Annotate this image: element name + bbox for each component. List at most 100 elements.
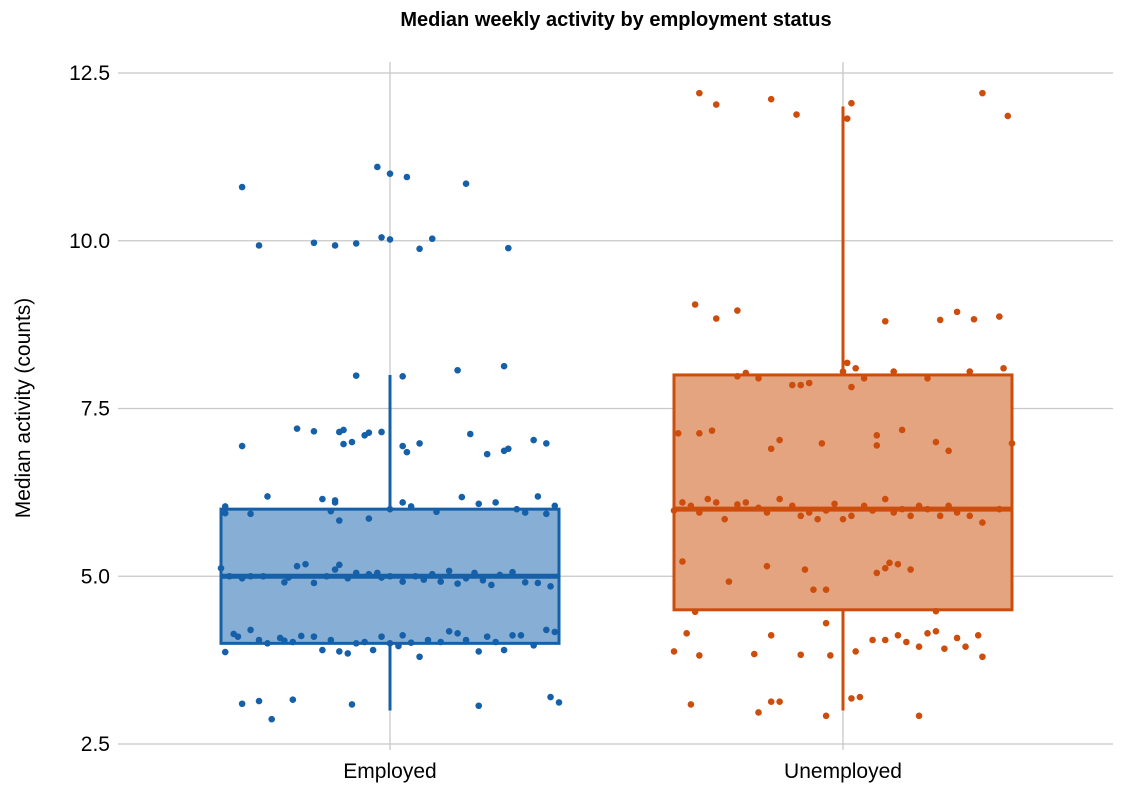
data-point	[521, 509, 529, 516]
data-point	[496, 571, 504, 579]
data-point	[500, 362, 508, 370]
data-point	[378, 234, 385, 241]
data-point	[352, 240, 360, 247]
data-point	[281, 578, 288, 586]
data-point	[395, 642, 402, 650]
data-point	[843, 359, 851, 367]
y-tick-label: 7.5	[81, 398, 110, 421]
data-point	[696, 652, 703, 659]
data-point	[873, 442, 881, 449]
data-point	[416, 653, 423, 661]
data-point	[734, 501, 741, 508]
data-point	[805, 509, 813, 516]
data-point	[551, 628, 559, 636]
data-point	[547, 693, 554, 701]
data-point	[445, 567, 453, 575]
data-point	[340, 440, 347, 448]
data-point	[331, 242, 339, 249]
data-point	[331, 566, 339, 573]
data-point	[475, 500, 483, 508]
data-point	[1000, 364, 1007, 372]
data-point	[268, 715, 276, 723]
data-point	[898, 505, 906, 513]
data-point	[852, 648, 859, 655]
data-point	[238, 442, 246, 450]
data-point	[776, 698, 783, 706]
data-point	[310, 239, 318, 247]
data-point	[979, 519, 986, 526]
data-point	[767, 95, 775, 103]
x-axis-ticks: Employed Unemployed	[343, 760, 902, 783]
data-point	[763, 509, 771, 516]
data-point	[932, 438, 940, 446]
data-point	[466, 430, 474, 438]
data-point	[416, 440, 423, 447]
data-point	[924, 375, 931, 382]
data-point	[894, 631, 902, 639]
data-point	[839, 368, 847, 375]
data-point	[374, 163, 381, 171]
data-point	[734, 307, 741, 314]
data-point	[336, 561, 343, 569]
data-point	[331, 499, 339, 506]
data-point	[755, 709, 762, 716]
data-point	[674, 430, 682, 437]
data-point	[386, 572, 394, 580]
data-point	[352, 372, 360, 379]
data-point	[517, 631, 525, 639]
data-point	[996, 313, 1003, 320]
data-point	[848, 695, 855, 702]
data-point	[386, 640, 394, 647]
data-point	[742, 369, 750, 377]
data-point	[386, 170, 394, 177]
data-point	[462, 636, 470, 644]
data-point	[873, 569, 881, 577]
data-point	[255, 697, 263, 705]
data-point	[725, 578, 733, 585]
data-point	[818, 440, 826, 447]
data-point	[708, 427, 716, 434]
data-point	[445, 627, 453, 635]
data-point	[687, 502, 695, 510]
data-point	[492, 499, 499, 506]
data-point	[310, 428, 318, 435]
data-point	[886, 559, 893, 567]
data-point	[696, 430, 703, 437]
data-point	[881, 495, 889, 503]
data-point	[860, 502, 868, 510]
data-point	[953, 509, 961, 516]
data-point	[428, 570, 436, 578]
data-point	[255, 242, 263, 249]
data-point	[310, 579, 318, 587]
data-point	[742, 499, 750, 506]
data-point	[881, 317, 889, 325]
data-point	[679, 558, 686, 565]
data-point	[399, 631, 406, 639]
data-point	[551, 502, 559, 510]
data-point	[509, 568, 516, 576]
iqr-box	[672, 373, 1014, 612]
y-axis-ticks: 2.5 5.0 7.5 10.0 12.5	[69, 62, 110, 756]
data-point	[924, 629, 931, 637]
data-point	[264, 493, 271, 500]
data-point	[683, 629, 690, 637]
data-point	[966, 512, 974, 520]
data-point	[319, 495, 326, 503]
data-point	[226, 572, 233, 580]
data-point	[399, 499, 406, 506]
data-point	[238, 574, 246, 582]
data-point	[915, 502, 923, 510]
data-point	[238, 700, 246, 708]
data-point	[797, 512, 805, 520]
data-point	[297, 632, 305, 640]
data-point	[670, 648, 678, 655]
data-point	[336, 517, 343, 524]
y-tick-label: 10.0	[69, 230, 110, 253]
data-point	[755, 504, 762, 512]
data-point	[412, 572, 419, 580]
data-point	[822, 507, 830, 514]
data-point	[543, 440, 550, 447]
data-point	[416, 245, 423, 253]
data-point	[462, 574, 470, 582]
data-point	[534, 493, 542, 500]
